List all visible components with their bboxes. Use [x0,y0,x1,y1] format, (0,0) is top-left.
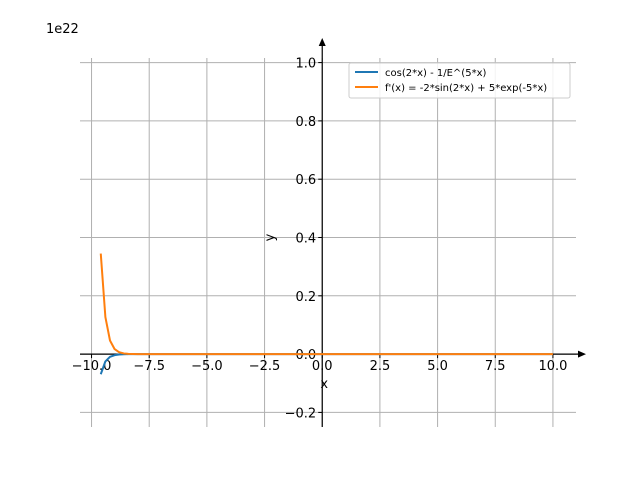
y-axis-arrow [318,38,326,46]
x-tick-label: 10.0 [538,359,567,374]
x-tick-label: −5.0 [191,359,223,374]
y-axis-label: y [263,233,278,241]
x-tick-label: 5.0 [427,359,448,374]
y-tick-label: 0.4 [296,232,317,247]
legend-label-cos: cos(2*x) - 1/E^(5*x) [385,68,486,79]
y-tick-label: 0.2 [296,290,317,305]
ticks: −10.0 −7.5 −5.0 −2.5 0.0 2.5 5.0 7.5 10.0−0.20.0… [72,57,568,422]
x-tick-label: 0.0 [312,359,333,374]
legend-label-derivative: f'(x) = -2*sin(2*x) + 5*exp(-5*x) [385,83,547,94]
x-tick-label: 7.5 [485,359,506,374]
legend: cos(2*x) - 1/E^(5*x) f'(x) = -2*sin(2*x)… [348,62,571,99]
x-axis-label: x [320,377,328,392]
x-tick-label: 2.5 [370,359,391,374]
x-tick-label: −2.5 [249,359,281,374]
offset-label: 1e22 [46,22,79,37]
y-tick-label: 1.0 [296,57,317,72]
legend-box [348,62,571,99]
y-tick-label: 0.6 [296,173,317,188]
y-tick-label: −0.2 [285,406,317,421]
x-tick-label: −7.5 [133,359,165,374]
x-axis-arrow [578,350,586,358]
y-tick-label: 0.0 [296,348,317,363]
series [99,253,553,375]
y-tick-label: 0.8 [296,115,317,130]
series-line-1 [99,253,553,356]
